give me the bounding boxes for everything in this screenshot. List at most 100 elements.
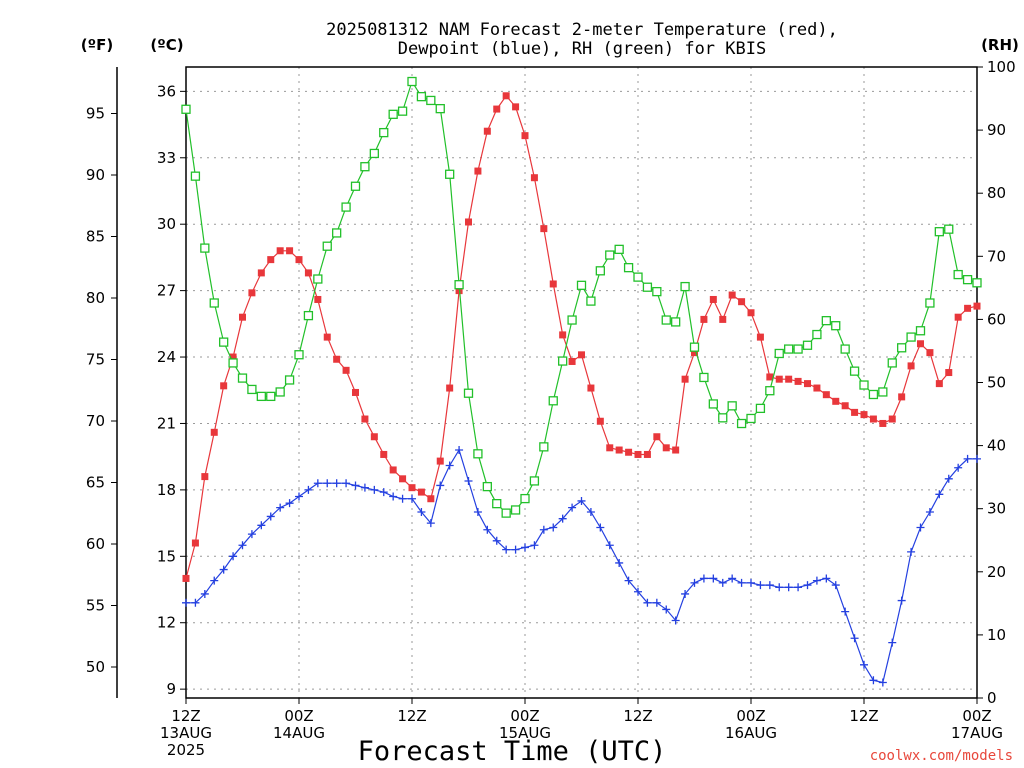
dewpoint-line — [186, 448, 977, 684]
dewpoint-point — [295, 492, 303, 501]
temperature-point — [728, 291, 736, 299]
rh-point — [237, 373, 248, 383]
dewpoint-point — [718, 578, 727, 587]
fahrenheit-tick-label: 60 — [86, 535, 105, 553]
temperature-point — [314, 295, 322, 303]
temperature-point — [540, 225, 548, 233]
rh-unit-label: (RH) — [981, 36, 1019, 54]
dewpoint-point — [916, 523, 925, 532]
temperature-point — [549, 280, 557, 288]
chart-title: 2025081312 NAM Forecast 2-meter Temperat… — [326, 20, 838, 59]
rh-point — [369, 148, 379, 159]
temperature-point — [700, 315, 708, 323]
dewpoint-point — [586, 508, 595, 517]
dewpoint-point — [473, 508, 482, 517]
dewpoint-point — [417, 508, 426, 517]
dewpoint-point — [247, 530, 256, 539]
rh-point — [849, 366, 860, 376]
rh-point — [623, 263, 634, 273]
dewpoint-point — [577, 496, 586, 505]
fahrenheit-axis-ticks: 50 55 60 65 70 75 80 85 90 95 — [86, 104, 117, 676]
temperature-point — [295, 256, 303, 264]
rh-point — [416, 92, 427, 102]
temperature-point — [530, 174, 538, 182]
temperature-point — [465, 218, 472, 226]
dewpoint-point — [389, 492, 398, 501]
dewpoint-point — [445, 461, 454, 470]
celsius-axis-ticks: 9 12 15 18 21 24 27 30 33 36 — [157, 82, 186, 698]
dewpoint-point — [831, 581, 840, 590]
temperature-point — [709, 295, 717, 303]
fahrenheit-tick-label: 70 — [86, 412, 105, 430]
rh-point — [831, 321, 841, 331]
rh-point — [652, 286, 662, 297]
rh-point — [313, 274, 323, 284]
temperature-point — [578, 351, 585, 359]
dewpoint-point — [323, 479, 332, 488]
rh-point — [755, 403, 766, 414]
celsius-tick-label: 36 — [157, 82, 176, 100]
temperature-point — [182, 574, 190, 582]
temperature-point — [559, 331, 567, 339]
temperature-point — [785, 375, 793, 383]
temperature-point — [361, 415, 369, 423]
temperature-point — [380, 450, 388, 458]
rh-point — [802, 340, 813, 350]
rh-point — [567, 315, 577, 325]
rh-point — [689, 342, 700, 352]
rh-tick-label: 90 — [987, 121, 1006, 139]
temperature-series — [182, 92, 981, 582]
temperature-point — [822, 391, 830, 399]
dewpoint-point — [304, 485, 313, 494]
dewpoint-point — [869, 676, 878, 685]
celsius-tick-label: 12 — [157, 614, 176, 632]
credit-text: coolwx.com/models — [870, 748, 1013, 764]
dewpoint-point — [812, 576, 821, 585]
dewpoint-point — [888, 638, 897, 647]
dewpoint-point — [775, 583, 784, 592]
dewpoint-point — [643, 598, 652, 607]
fahrenheit-tick-label: 90 — [86, 166, 105, 184]
rh-tick-label: 70 — [987, 247, 1006, 265]
rh-point — [190, 171, 201, 181]
rh-point — [322, 241, 332, 251]
time-tick-label: 17AUG — [951, 724, 1003, 742]
time-tick-label: 12Z — [623, 707, 652, 725]
rh-point — [247, 384, 257, 395]
rh-tick-label: 40 — [987, 437, 1006, 455]
dewpoint-point — [191, 598, 200, 607]
dewpoint-point — [794, 583, 803, 592]
temperature-point — [399, 475, 407, 483]
dewpoint-point — [699, 574, 708, 583]
temperature-point — [333, 355, 341, 363]
temperature-point — [436, 457, 444, 465]
rh-point — [840, 344, 850, 354]
temperature-point — [804, 380, 811, 388]
temperature-point — [794, 377, 802, 385]
rh-point — [915, 326, 926, 336]
rh-tick-label: 60 — [987, 310, 1006, 328]
dewpoint-point — [276, 503, 285, 512]
dewpoint-point — [483, 525, 492, 534]
dewpoint-point — [530, 541, 539, 550]
time-tick-label: 15AUG — [499, 724, 551, 742]
rh-tick-label: 50 — [987, 374, 1006, 392]
celsius-tick-label: 15 — [157, 547, 176, 565]
rh-point — [492, 499, 502, 509]
temperature-point — [813, 384, 821, 392]
temperature-point — [474, 167, 482, 175]
temperature-point — [907, 362, 915, 370]
fahrenheit-tick-label: 95 — [86, 104, 105, 122]
rh-point — [181, 104, 191, 114]
rh-point — [972, 278, 982, 288]
rh-point — [228, 358, 238, 368]
dewpoint-point — [332, 479, 341, 488]
rh-tick-label: 0 — [987, 689, 997, 707]
dewpoint-point — [210, 576, 219, 585]
temperature-point — [521, 132, 529, 140]
temperature-point — [926, 349, 934, 357]
dewpoint-point — [652, 598, 661, 607]
rh-point — [680, 281, 690, 292]
temperature-point — [323, 333, 331, 341]
temperature-point — [643, 450, 651, 458]
